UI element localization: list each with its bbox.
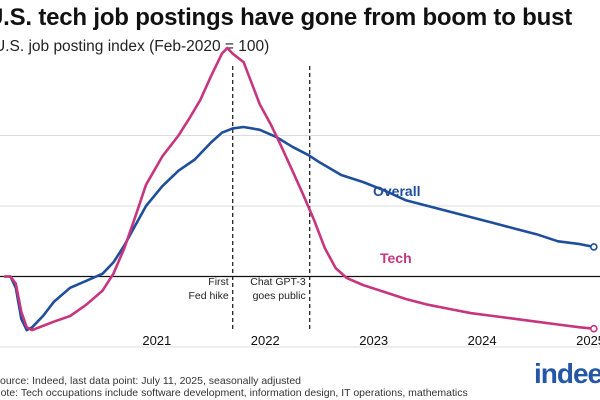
annotation-label-1-0: Chat GPT-3 [250, 276, 306, 288]
series-lines [3, 46, 598, 333]
x-tick-2023: 2023 [359, 333, 388, 348]
gridlines [0, 134, 600, 348]
series-line-overall [3, 125, 596, 332]
annotation-label-0-1: Fed hike [188, 290, 228, 302]
series-endpoint-tech [590, 324, 598, 333]
tech-definition-note: Note: Tech occupations include software … [0, 387, 468, 399]
annotations: First Fed hike Chat GPT-3 goes public [188, 66, 311, 332]
series-labels: Overall Tech [373, 183, 420, 266]
x-axis-ticks: 2021 2022 2023 2024 2025 [142, 333, 600, 348]
x-tick-2021: 2021 [142, 333, 171, 348]
indeed-logo: indeed [534, 358, 600, 389]
annotation-label-1-1: goes public [253, 290, 306, 302]
x-tick-2024: 2024 [468, 333, 497, 348]
series-label-overall: Overall [373, 183, 420, 199]
source-note: Source: Indeed, last data point: July 11… [0, 375, 302, 387]
series-label-tech: Tech [380, 250, 412, 266]
series-line-tech [3, 46, 596, 332]
series-endpoint-overall [590, 243, 598, 251]
x-tick-2022: 2022 [251, 333, 280, 348]
chart-subtitle: U.S. job posting index (Feb-2020 = 100) [0, 38, 270, 55]
chart-title: U.S. tech job postings have gone from bo… [0, 4, 573, 31]
x-tick-2025: 2025 [576, 333, 600, 348]
annotation-label-0-0: First [208, 276, 228, 288]
